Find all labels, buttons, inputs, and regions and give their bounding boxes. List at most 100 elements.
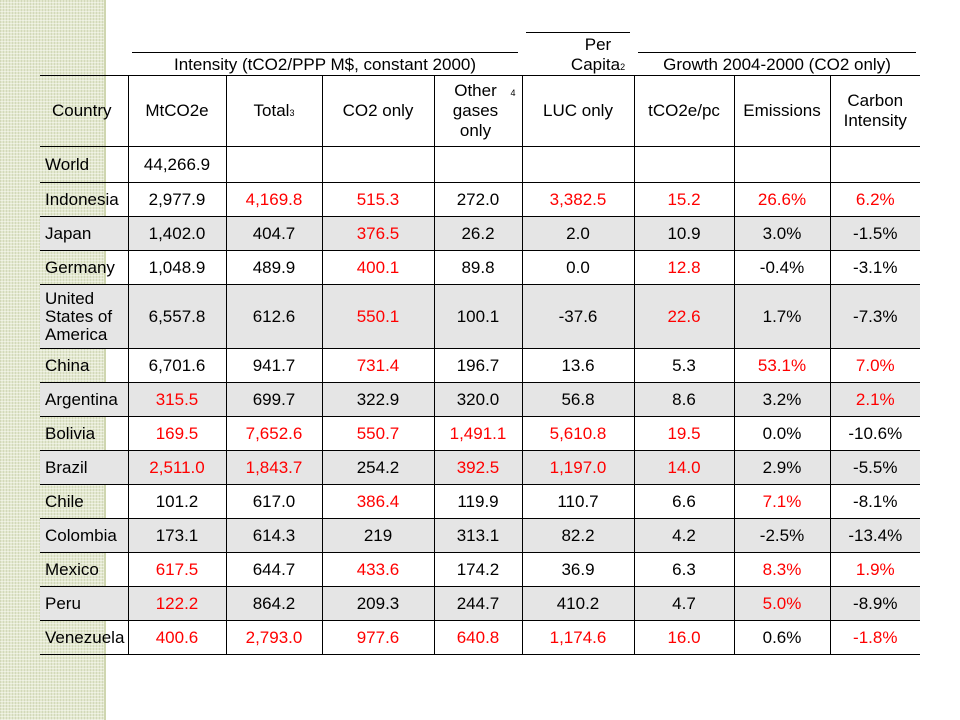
- column-header-total: Total3: [225, 75, 322, 147]
- value-cell-emissions: 3.0%: [733, 216, 830, 251]
- country-cell: United States of America: [40, 284, 128, 349]
- country-cell: Bolivia: [45, 423, 96, 443]
- value-cell-tco2e-pc: 10.9: [633, 216, 734, 251]
- value-cell-other-gases-only: 89.8: [433, 250, 522, 285]
- value-cell-total: 699.7: [225, 382, 322, 417]
- country-cell: Chile: [45, 491, 84, 511]
- value-cell-co2-only: 550.7: [321, 416, 434, 451]
- value-cell-tco2e-pc: 8.6: [633, 382, 734, 417]
- value-cell-carbon-intensity: 2.1%: [829, 382, 921, 417]
- value-cell-total: 4,169.8: [225, 182, 322, 217]
- value-cell-emissions: -0.4%: [733, 250, 830, 285]
- value-cell-emissions: 1.7%: [733, 284, 830, 349]
- value-cell-luc-only: 1,197.0: [521, 450, 634, 485]
- table-row: Germany 1,048.9 489.9 400.1 89.8 0.0 12.8 -0.4%…: [40, 250, 921, 285]
- value-cell-tco2e-pc: 15.2: [633, 182, 734, 217]
- value-cell-carbon-intensity: -13.4%: [829, 518, 921, 553]
- value-cell-co2-only: 977.6: [321, 620, 434, 655]
- table-row: United States of America 6,557.8 612.6 550.…: [40, 284, 921, 349]
- table-row: Brazil 2,511.0 1,843.7 254.2 392.5 1,197.0 14.…: [40, 450, 921, 485]
- value-cell-tco2e-pc: 6.6: [633, 484, 734, 519]
- table-row: Bolivia 169.5 7,652.6 550.7 1,491.1 5,610.8 19…: [40, 416, 921, 451]
- table-row: Peru 122.2 864.2 209.3 244.7 410.2 4.7 5.0% -8.9…: [40, 586, 921, 621]
- value-cell-luc-only: 5,610.8: [521, 416, 634, 451]
- value-cell-luc-only: 3,382.5: [521, 182, 634, 217]
- value-cell-mtco2e: 2,511.0: [127, 450, 226, 485]
- value-cell-co2-only: 400.1: [321, 250, 434, 285]
- value-cell-emissions: 7.1%: [733, 484, 830, 519]
- value-cell-tco2e-pc: 22.6: [633, 284, 734, 349]
- value-cell-mtco2e: 6,557.8: [127, 284, 226, 349]
- value-cell-luc-only: 0.0: [521, 250, 634, 285]
- table-row: Mexico 617.5 644.7 433.6 174.2 36.9 6.3 8.3% 1.9…: [40, 552, 921, 587]
- column-header-co2-only: CO2 only: [321, 75, 434, 147]
- value-cell-total: 2,793.0: [225, 620, 322, 655]
- column-header-carbon-intensity: Carbon Intensity: [829, 75, 921, 147]
- value-cell-mtco2e: 2,977.9: [127, 182, 226, 217]
- value-cell-mtco2e: 101.2: [127, 484, 226, 519]
- value-cell-co2-only: 254.2: [321, 450, 434, 485]
- value-cell-mtco2e: 1,402.0: [127, 216, 226, 251]
- value-cell-other-gases-only: 1,491.1: [433, 416, 522, 451]
- value-cell-other-gases-only: 119.9: [433, 484, 522, 519]
- country-cell: Argentina: [40, 382, 128, 417]
- table-row: Colombia 173.1 614.3 219 313.1 82.2 4.2 -2.5% -1…: [40, 518, 921, 553]
- value-cell-carbon-intensity: -8.9%: [829, 586, 921, 621]
- table-row: China 6,701.6 941.7 731.4 196.7 13.6 5.3 53.1% 7…: [40, 348, 921, 383]
- value-cell-luc-only: 410.2: [521, 586, 634, 621]
- value-cell-other-gases-only: 196.7: [433, 348, 522, 383]
- value-cell-mtco2e: 44,266.9: [127, 146, 226, 183]
- country-cell: Venezuela: [45, 627, 125, 647]
- value-cell-total: 1,843.7: [225, 450, 322, 485]
- value-cell-mtco2e: 315.5: [127, 382, 226, 417]
- country-cell: China: [45, 355, 90, 375]
- value-cell-other-gases-only: 174.2: [433, 552, 522, 587]
- value-cell-luc-only: 2.0: [521, 216, 634, 251]
- value-cell-carbon-intensity: -3.1%: [829, 250, 921, 285]
- value-cell-other-gases-only: 272.0: [433, 182, 522, 217]
- value-cell-luc-only: 56.8: [521, 382, 634, 417]
- value-cell-mtco2e: 169.5: [127, 416, 226, 451]
- table-row: Indonesia 2,977.9 4,169.8 515.3 272.0 3,382.5…: [40, 182, 921, 217]
- value-cell-tco2e-pc: [633, 146, 734, 183]
- value-cell-carbon-intensity: 1.9%: [829, 552, 921, 587]
- value-cell-other-gases-only: 320.0: [433, 382, 522, 417]
- emissions-table: Intensity (tCO2/PPP M$, constant 2000) P…: [40, 0, 921, 655]
- value-cell-co2-only: 386.4: [321, 484, 434, 519]
- super-header-row: Intensity (tCO2/PPP M$, constant 2000) P…: [40, 0, 920, 76]
- value-cell-mtco2e: 1,048.9: [127, 250, 226, 285]
- value-cell-total: [225, 146, 322, 183]
- value-cell-co2-only: 376.5: [321, 216, 434, 251]
- value-cell-total: 404.7: [225, 216, 322, 251]
- column-header-row: Country MtCO2e Total3 CO2 only Other gases o…: [40, 75, 921, 147]
- value-cell-total: 7,652.6: [225, 416, 322, 451]
- value-cell-co2-only: 219: [321, 518, 434, 553]
- value-cell-tco2e-pc: 4.2: [633, 518, 734, 553]
- value-cell-co2-only: 550.1: [321, 284, 434, 349]
- value-cell-carbon-intensity: -1.8%: [829, 620, 921, 655]
- value-cell-luc-only: [521, 146, 634, 183]
- value-cell-total: 614.3: [225, 518, 322, 553]
- value-cell-tco2e-pc: 6.3: [633, 552, 734, 587]
- value-cell-mtco2e: 122.2: [127, 586, 226, 621]
- country-cell: Mexico: [45, 559, 99, 579]
- super-header-blank: [40, 0, 128, 76]
- country-cell: World: [45, 154, 90, 174]
- value-cell-carbon-intensity: -5.5%: [829, 450, 921, 485]
- value-cell-carbon-intensity: 6.2%: [829, 182, 921, 217]
- value-cell-co2-only: 433.6: [321, 552, 434, 587]
- value-cell-co2-only: 322.9: [321, 382, 434, 417]
- value-cell-total: 612.6: [225, 284, 322, 349]
- value-cell-emissions: 8.3%: [733, 552, 830, 587]
- country-cell: Colombia: [40, 518, 128, 553]
- value-cell-mtco2e: 400.6: [127, 620, 226, 655]
- value-cell-total: 644.7: [225, 552, 322, 587]
- super-header-intensity: Intensity (tCO2/PPP M$, constant 2000): [128, 0, 522, 76]
- column-header-luc-only: LUC only: [521, 75, 634, 147]
- super-header-growth: Growth 2004-2000 (CO2 only): [634, 0, 920, 76]
- value-cell-emissions: [733, 146, 830, 183]
- value-cell-other-gases-only: 392.5: [433, 450, 522, 485]
- value-cell-mtco2e: 6,701.6: [127, 348, 226, 383]
- value-cell-luc-only: 110.7: [521, 484, 634, 519]
- value-cell-other-gases-only: [433, 146, 522, 183]
